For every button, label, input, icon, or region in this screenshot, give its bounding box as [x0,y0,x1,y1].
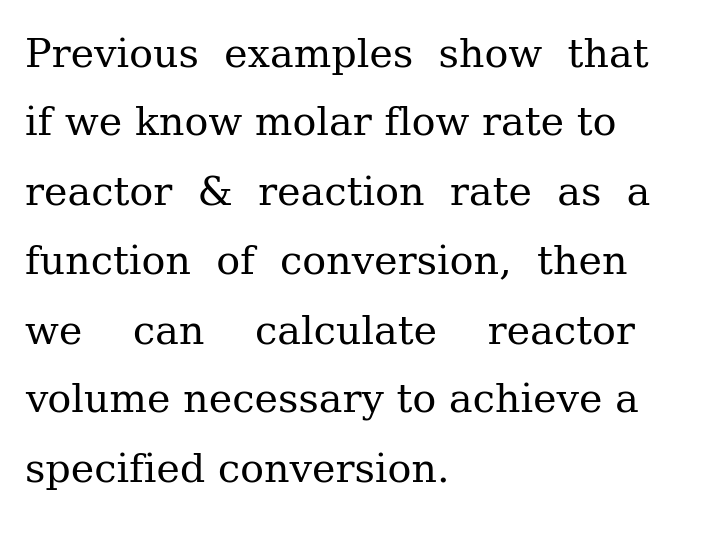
Text: reactor  &  reaction  rate  as  a: reactor & reaction rate as a [25,176,651,213]
Text: volume necessary to achieve a: volume necessary to achieve a [25,383,639,421]
Text: function  of  conversion,  then: function of conversion, then [25,245,628,282]
Text: if we know molar flow rate to: if we know molar flow rate to [25,107,617,144]
Text: specified conversion.: specified conversion. [25,453,450,490]
Text: we    can    calculate    reactor: we can calculate reactor [25,314,635,352]
Text: Previous  examples  show  that: Previous examples show that [25,38,649,75]
